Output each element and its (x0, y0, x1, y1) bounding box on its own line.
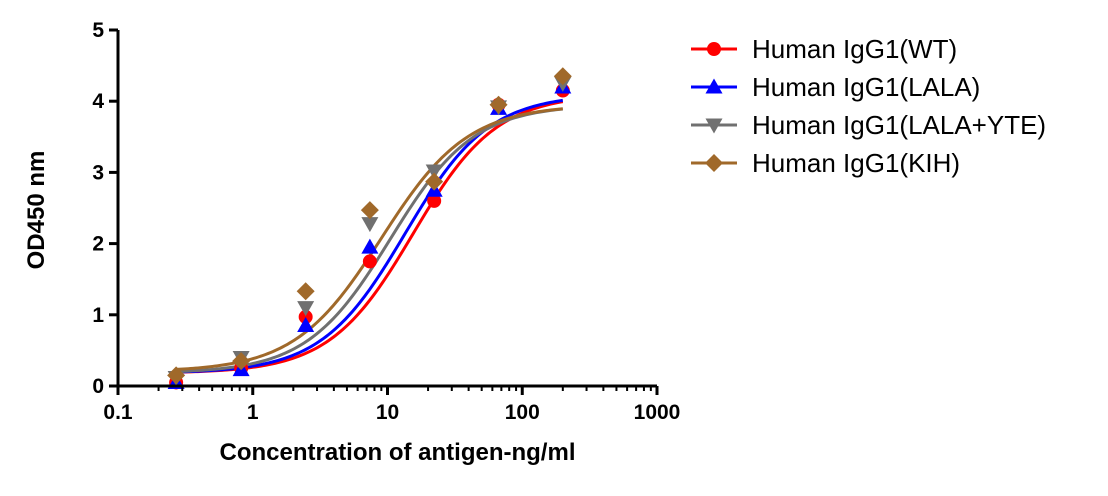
legend-marker (705, 154, 723, 172)
legend-label: Human IgG1(KIH) (752, 148, 960, 178)
y-tick-label: 3 (92, 161, 104, 184)
data-point-series-4 (232, 352, 251, 371)
x-axis-ticks: 0.1 1 10 100 1000 (103, 386, 680, 424)
legend-marker (705, 118, 723, 134)
data-point-series-4 (425, 172, 444, 191)
x-tick-label: 1 (247, 401, 259, 424)
legend-marker (707, 42, 721, 56)
data-point-series-4 (167, 366, 186, 385)
x-tick-label: 10 (376, 401, 399, 424)
fit-curve-series-4 (176, 107, 563, 371)
data-point-series-3 (361, 217, 379, 233)
y-tick-label: 1 (92, 304, 104, 327)
data-point-series-1 (298, 309, 313, 324)
data-point-series-4 (360, 201, 379, 220)
x-tick-label: 1000 (634, 401, 681, 424)
fit-curve-series-2 (176, 98, 564, 374)
fit-curves (176, 98, 564, 374)
data-point-series-2 (297, 316, 315, 332)
data-point-series-3 (425, 164, 443, 180)
y-axis-ticks: 0 1 2 3 4 5 (92, 19, 118, 398)
x-tick-label: 0.1 (103, 401, 133, 424)
data-point-series-1 (427, 193, 442, 208)
y-tick-label: 2 (92, 233, 104, 256)
legend: Human IgG1(WT) Human IgG1(LALA) Human IgG1… (691, 34, 1046, 178)
y-tick-label: 5 (92, 19, 104, 42)
data-point-series-3 (297, 301, 315, 317)
y-tick-label: 0 (92, 375, 104, 398)
data-point-series-4 (553, 67, 572, 86)
legend-label: Human IgG1(WT) (752, 34, 957, 64)
x-axis-title: Concentration of antigen-ng/ml (220, 439, 576, 466)
data-point-series-4 (489, 95, 508, 114)
y-axis-title: OD450 nm (23, 151, 50, 270)
data-point-series-2 (361, 238, 379, 254)
data-point-series-4 (296, 282, 315, 301)
legend-marker (705, 78, 723, 94)
axes: 0.1 1 10 100 1000 0 1 2 3 4 5 (92, 19, 680, 424)
plot-area (167, 67, 572, 390)
legend-label: Human IgG1(LALA+YTE) (752, 110, 1046, 140)
fit-curve-series-1 (176, 100, 564, 374)
x-tick-label: 100 (505, 401, 540, 424)
y-tick-label: 4 (92, 90, 104, 113)
legend-label: Human IgG1(LALA) (752, 72, 980, 102)
data-point-series-1 (362, 254, 377, 269)
